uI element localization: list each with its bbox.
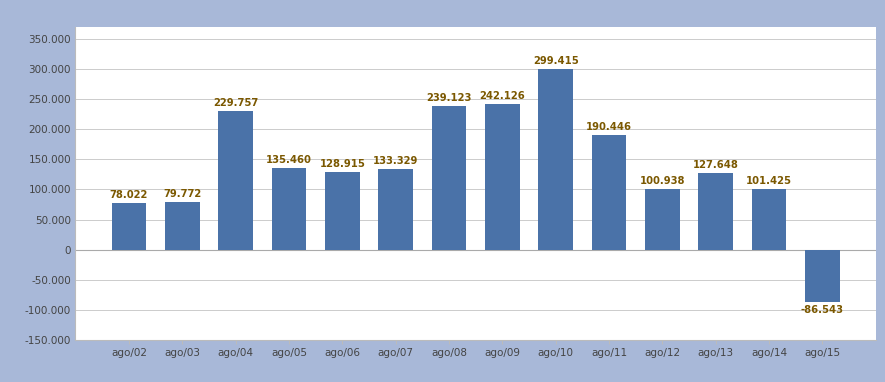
- Text: 79.772: 79.772: [163, 189, 202, 199]
- Bar: [219, 111, 253, 249]
- Text: 100.938: 100.938: [640, 176, 685, 186]
- Bar: [325, 172, 359, 249]
- Text: 133.329: 133.329: [373, 156, 419, 166]
- Bar: [538, 69, 573, 249]
- Bar: [592, 135, 627, 249]
- Text: 242.126: 242.126: [480, 91, 525, 101]
- Bar: [112, 202, 146, 249]
- Bar: [165, 202, 200, 249]
- Text: 101.425: 101.425: [746, 175, 792, 186]
- Bar: [379, 169, 413, 249]
- Text: 239.123: 239.123: [427, 92, 472, 102]
- Bar: [485, 104, 519, 249]
- Text: 135.460: 135.460: [266, 155, 312, 165]
- Text: -86.543: -86.543: [801, 305, 844, 315]
- Bar: [698, 173, 733, 249]
- Text: 78.022: 78.022: [110, 189, 148, 200]
- Text: 190.446: 190.446: [586, 122, 632, 132]
- Text: 127.648: 127.648: [693, 160, 739, 170]
- Text: 299.415: 299.415: [533, 56, 579, 66]
- Bar: [272, 168, 306, 249]
- Text: 128.915: 128.915: [319, 159, 366, 169]
- Text: 229.757: 229.757: [213, 98, 258, 108]
- Bar: [645, 189, 680, 249]
- Bar: [751, 189, 787, 249]
- Bar: [805, 249, 840, 302]
- Bar: [432, 105, 466, 249]
